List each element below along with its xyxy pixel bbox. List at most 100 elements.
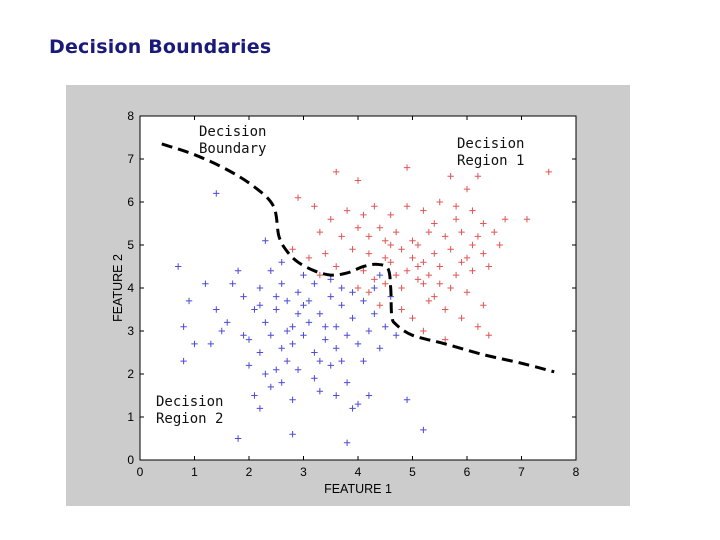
region-2-point xyxy=(234,267,242,274)
x-tick-label: 7 xyxy=(518,465,525,479)
region-2-point xyxy=(278,259,285,266)
region-1-point xyxy=(349,246,356,253)
region-2-point xyxy=(256,302,264,309)
region-1-point xyxy=(485,263,492,270)
region-1-point xyxy=(387,241,394,249)
region-1-point xyxy=(431,293,438,300)
region-2-point xyxy=(371,284,378,292)
region-2-point xyxy=(420,426,427,434)
region-1-point xyxy=(523,216,531,223)
region-1-point xyxy=(371,276,378,283)
region-2-point xyxy=(365,327,373,335)
region-1-point xyxy=(425,271,433,279)
region-1-point xyxy=(431,220,438,227)
series-region-1-points xyxy=(289,164,552,343)
y-axis-label: FEATURE 2 xyxy=(111,254,125,322)
region-2-point xyxy=(300,271,307,279)
region-2-point xyxy=(262,319,269,326)
region-1-point xyxy=(463,254,471,262)
region-2-point xyxy=(224,319,231,326)
region-1-point xyxy=(420,280,427,287)
annotation-boundary-line2: Boundary xyxy=(199,141,266,157)
region-1-point xyxy=(480,250,487,257)
region-2-point xyxy=(283,327,291,335)
annotation-boundary-line1: Decision xyxy=(199,124,266,140)
annotation-region1-line1: Decision xyxy=(457,136,524,152)
region-2-point xyxy=(289,340,296,348)
region-1-point xyxy=(392,228,400,236)
region-2-point xyxy=(267,267,274,274)
y-tick-label: 2 xyxy=(127,367,134,381)
region-2-point xyxy=(333,392,340,399)
region-2-point xyxy=(311,375,318,382)
region-1-point xyxy=(545,168,552,176)
region-2-point xyxy=(305,319,313,326)
region-2-point xyxy=(376,271,383,279)
region-2-point xyxy=(283,357,291,365)
x-tick-label: 8 xyxy=(573,465,580,479)
region-1-point xyxy=(420,259,427,266)
x-axis-label: FEATURE 1 xyxy=(324,482,392,496)
region-2-point xyxy=(251,306,258,313)
region-2-point xyxy=(354,340,362,348)
region-2-point xyxy=(294,366,302,373)
x-tick-label: 4 xyxy=(355,465,362,479)
region-2-point xyxy=(273,366,280,373)
region-2-point xyxy=(327,276,334,283)
region-1-point xyxy=(289,246,296,253)
region-2-point xyxy=(349,314,356,322)
region-2-point xyxy=(273,293,280,300)
region-1-point xyxy=(360,267,367,274)
decision-boundary-line xyxy=(161,142,555,374)
region-1-point xyxy=(452,203,460,210)
region-2-point xyxy=(234,435,242,442)
region-2-point xyxy=(289,396,296,403)
region-2-point xyxy=(322,323,329,330)
region-2-point xyxy=(343,379,351,386)
region-2-point xyxy=(202,280,209,287)
region-1-point xyxy=(496,241,503,249)
region-1-point xyxy=(420,207,427,214)
region-2-point xyxy=(371,310,378,317)
region-1-point xyxy=(501,216,509,223)
y-tick-label: 1 xyxy=(127,410,134,424)
region-1-point xyxy=(414,241,422,249)
region-2-point xyxy=(174,263,182,270)
region-2-point xyxy=(267,332,274,339)
x-tick-label: 3 xyxy=(300,465,307,479)
region-1-point xyxy=(463,185,471,193)
region-1-point xyxy=(409,254,416,262)
region-1-point xyxy=(387,259,394,266)
region-1-point xyxy=(322,250,329,257)
region-2-point xyxy=(338,302,345,309)
region-1-point xyxy=(354,177,362,184)
region-2-point xyxy=(382,323,389,330)
region-2-point xyxy=(300,332,307,339)
region-1-point xyxy=(333,263,340,270)
region-1-point xyxy=(343,207,351,214)
region-1-point xyxy=(425,297,433,305)
y-tick-label: 6 xyxy=(127,195,134,209)
region-2-point xyxy=(305,297,313,305)
region-2-point xyxy=(365,392,373,399)
region-1-point xyxy=(442,306,449,313)
region-1-point xyxy=(485,332,492,339)
region-1-point xyxy=(452,216,460,223)
region-1-point xyxy=(474,173,482,180)
region-1-point xyxy=(447,173,454,180)
region-1-point xyxy=(491,228,498,236)
region-2-point xyxy=(343,332,351,339)
region-2-point xyxy=(316,357,324,365)
region-1-point xyxy=(398,284,405,292)
region-1-point xyxy=(425,228,433,236)
region-1-point xyxy=(392,271,400,279)
region-1-point xyxy=(442,336,449,343)
region-2-point xyxy=(294,289,302,296)
region-2-point xyxy=(300,302,307,309)
region-2-point xyxy=(316,310,324,317)
region-1-point xyxy=(382,237,389,244)
region-1-point xyxy=(431,250,438,257)
region-2-point xyxy=(360,297,367,305)
region-1-point xyxy=(480,302,487,309)
